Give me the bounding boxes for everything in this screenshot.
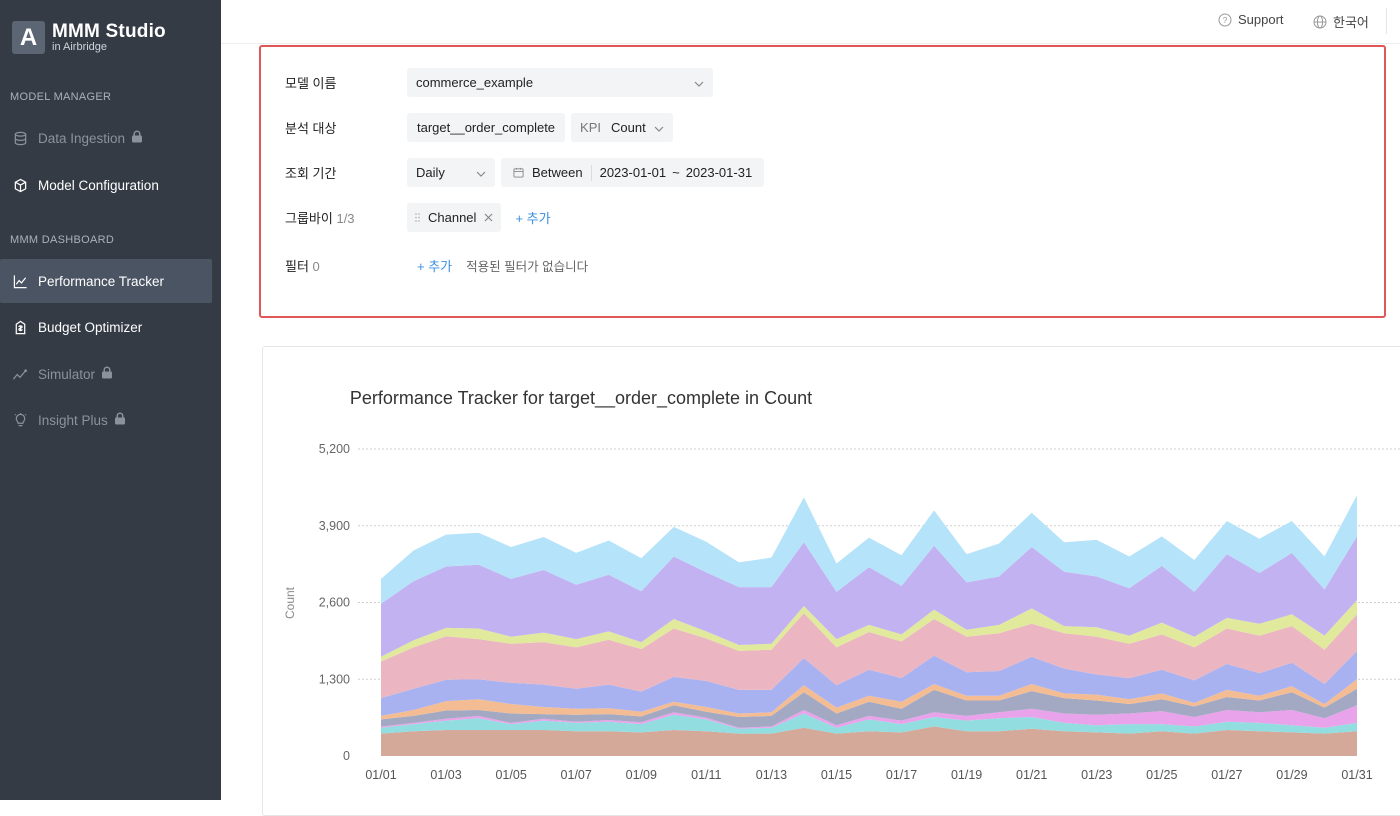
chart-card [262,346,1400,816]
groupby-label-wrap: 그룹바이 1/3 [285,208,407,227]
trend-icon [12,366,28,382]
chevron-down-icon [476,165,486,180]
model-select[interactable]: commerce_example [407,68,713,97]
range-separator: ~ [672,165,680,180]
line-chart-icon [12,273,28,289]
kpi-value: Count [611,120,646,135]
sidebar-item-simulator[interactable]: Simulator [0,352,221,396]
target-row: 분석 대상 target__order_complete KPI Count [285,113,679,142]
filter-panel: 모델 이름 commerce_example 분석 대상 target__ord… [259,45,1386,318]
section-title-mmm-dashboard: MMM DASHBOARD [10,234,115,246]
cube-icon [12,177,28,193]
granularity-value: Daily [416,165,445,180]
sidebar-item-model-configuration[interactable]: Model Configuration [0,163,221,207]
period-row: 조회 기간 Daily Between 2023-01-01 ~ 2023-01… [285,158,770,187]
add-filter-button[interactable]: + 추가 [417,259,453,274]
support-label: Support [1238,12,1284,27]
groupby-label: 그룹바이 [285,211,333,226]
chevron-down-icon [654,120,664,135]
sidebar-item-insight-plus[interactable]: Insight Plus [0,398,221,442]
database-icon [12,130,28,146]
section-title-model-manager: MODEL MANAGER [10,91,112,103]
app-title: MMM Studio [52,21,166,42]
period-label: 조회 기간 [285,166,337,181]
sidebar-item-label: Insight Plus [38,412,108,428]
globe-icon [1313,15,1327,28]
groupby-row: 그룹바이 1/3 Channel + 추가 [285,203,551,232]
logo[interactable]: A MMM Studio in Airbridge [12,21,166,54]
sidebar-item-label: Performance Tracker [38,273,165,289]
chevron-down-icon [694,75,704,90]
target-select[interactable]: target__order_complete [407,113,566,142]
top-bar: ? Support 한국어 [221,0,1400,44]
lock-icon [131,130,143,146]
model-select-value: commerce_example [416,75,534,90]
sidebar-item-performance-tracker[interactable]: Performance Tracker [0,259,212,303]
model-row: 모델 이름 commerce_example [285,68,719,97]
svg-text:?: ? [1223,15,1228,25]
target-value: target__order_complete [417,120,556,135]
close-icon[interactable] [484,213,493,222]
target-label: 분석 대상 [285,121,337,136]
lock-icon [114,412,126,428]
range-end: 2023-01-31 [685,165,753,180]
money-bag-icon [12,319,28,335]
groupby-chip-label: Channel [428,210,477,225]
lock-icon [101,366,113,382]
chart-title: Performance Tracker for target__order_co… [349,388,813,408]
kpi-select[interactable]: KPI Count [571,113,673,142]
language-selector[interactable]: 한국어 [1313,12,1369,31]
sidebar-item-label: Budget Optimizer [38,319,143,335]
calendar-icon [513,167,524,178]
kpi-prefix: KPI [580,120,601,135]
range-divider [590,164,592,181]
groupby-count: 1/3 [336,211,355,226]
app-subtitle: in Airbridge [52,41,108,53]
filter-row: 필터 0 + 추가 적용된 필터가 없습니다 [285,256,588,275]
granularity-select[interactable]: Daily [407,158,495,187]
language-label: 한국어 [1333,15,1369,30]
filter-count: 0 [312,259,320,274]
range-start: 2023-01-01 [599,165,667,180]
filter-label: 필터 [285,259,309,274]
groupby-chip-channel[interactable]: Channel [407,203,502,232]
add-groupby-button[interactable]: + 추가 [515,211,551,226]
support-link[interactable]: ? Support [1218,12,1284,27]
help-icon: ? [1218,13,1232,26]
sidebar-item-label: Simulator [38,366,96,382]
sidebar-item-budget-optimizer[interactable]: Budget Optimizer [0,305,221,349]
sidebar-item-label: Data Ingestion [38,130,126,146]
sidebar-item-data-ingestion[interactable]: Data Ingestion [0,116,221,160]
topbar-divider [1386,8,1387,34]
sidebar: A MMM Studio in Airbridge MODEL MANAGER … [0,0,221,800]
logo-mark: A [12,21,45,54]
date-range-picker[interactable]: Between 2023-01-01 ~ 2023-01-31 [501,158,765,187]
drag-handle-icon[interactable] [415,213,420,222]
bulb-icon [12,412,28,428]
model-label: 모델 이름 [285,76,337,91]
filter-label-wrap: 필터 0 [285,256,407,275]
sidebar-item-label: Model Configuration [38,177,159,193]
filter-empty-text: 적용된 필터가 없습니다 [466,260,589,274]
range-mode: Between [532,165,583,180]
